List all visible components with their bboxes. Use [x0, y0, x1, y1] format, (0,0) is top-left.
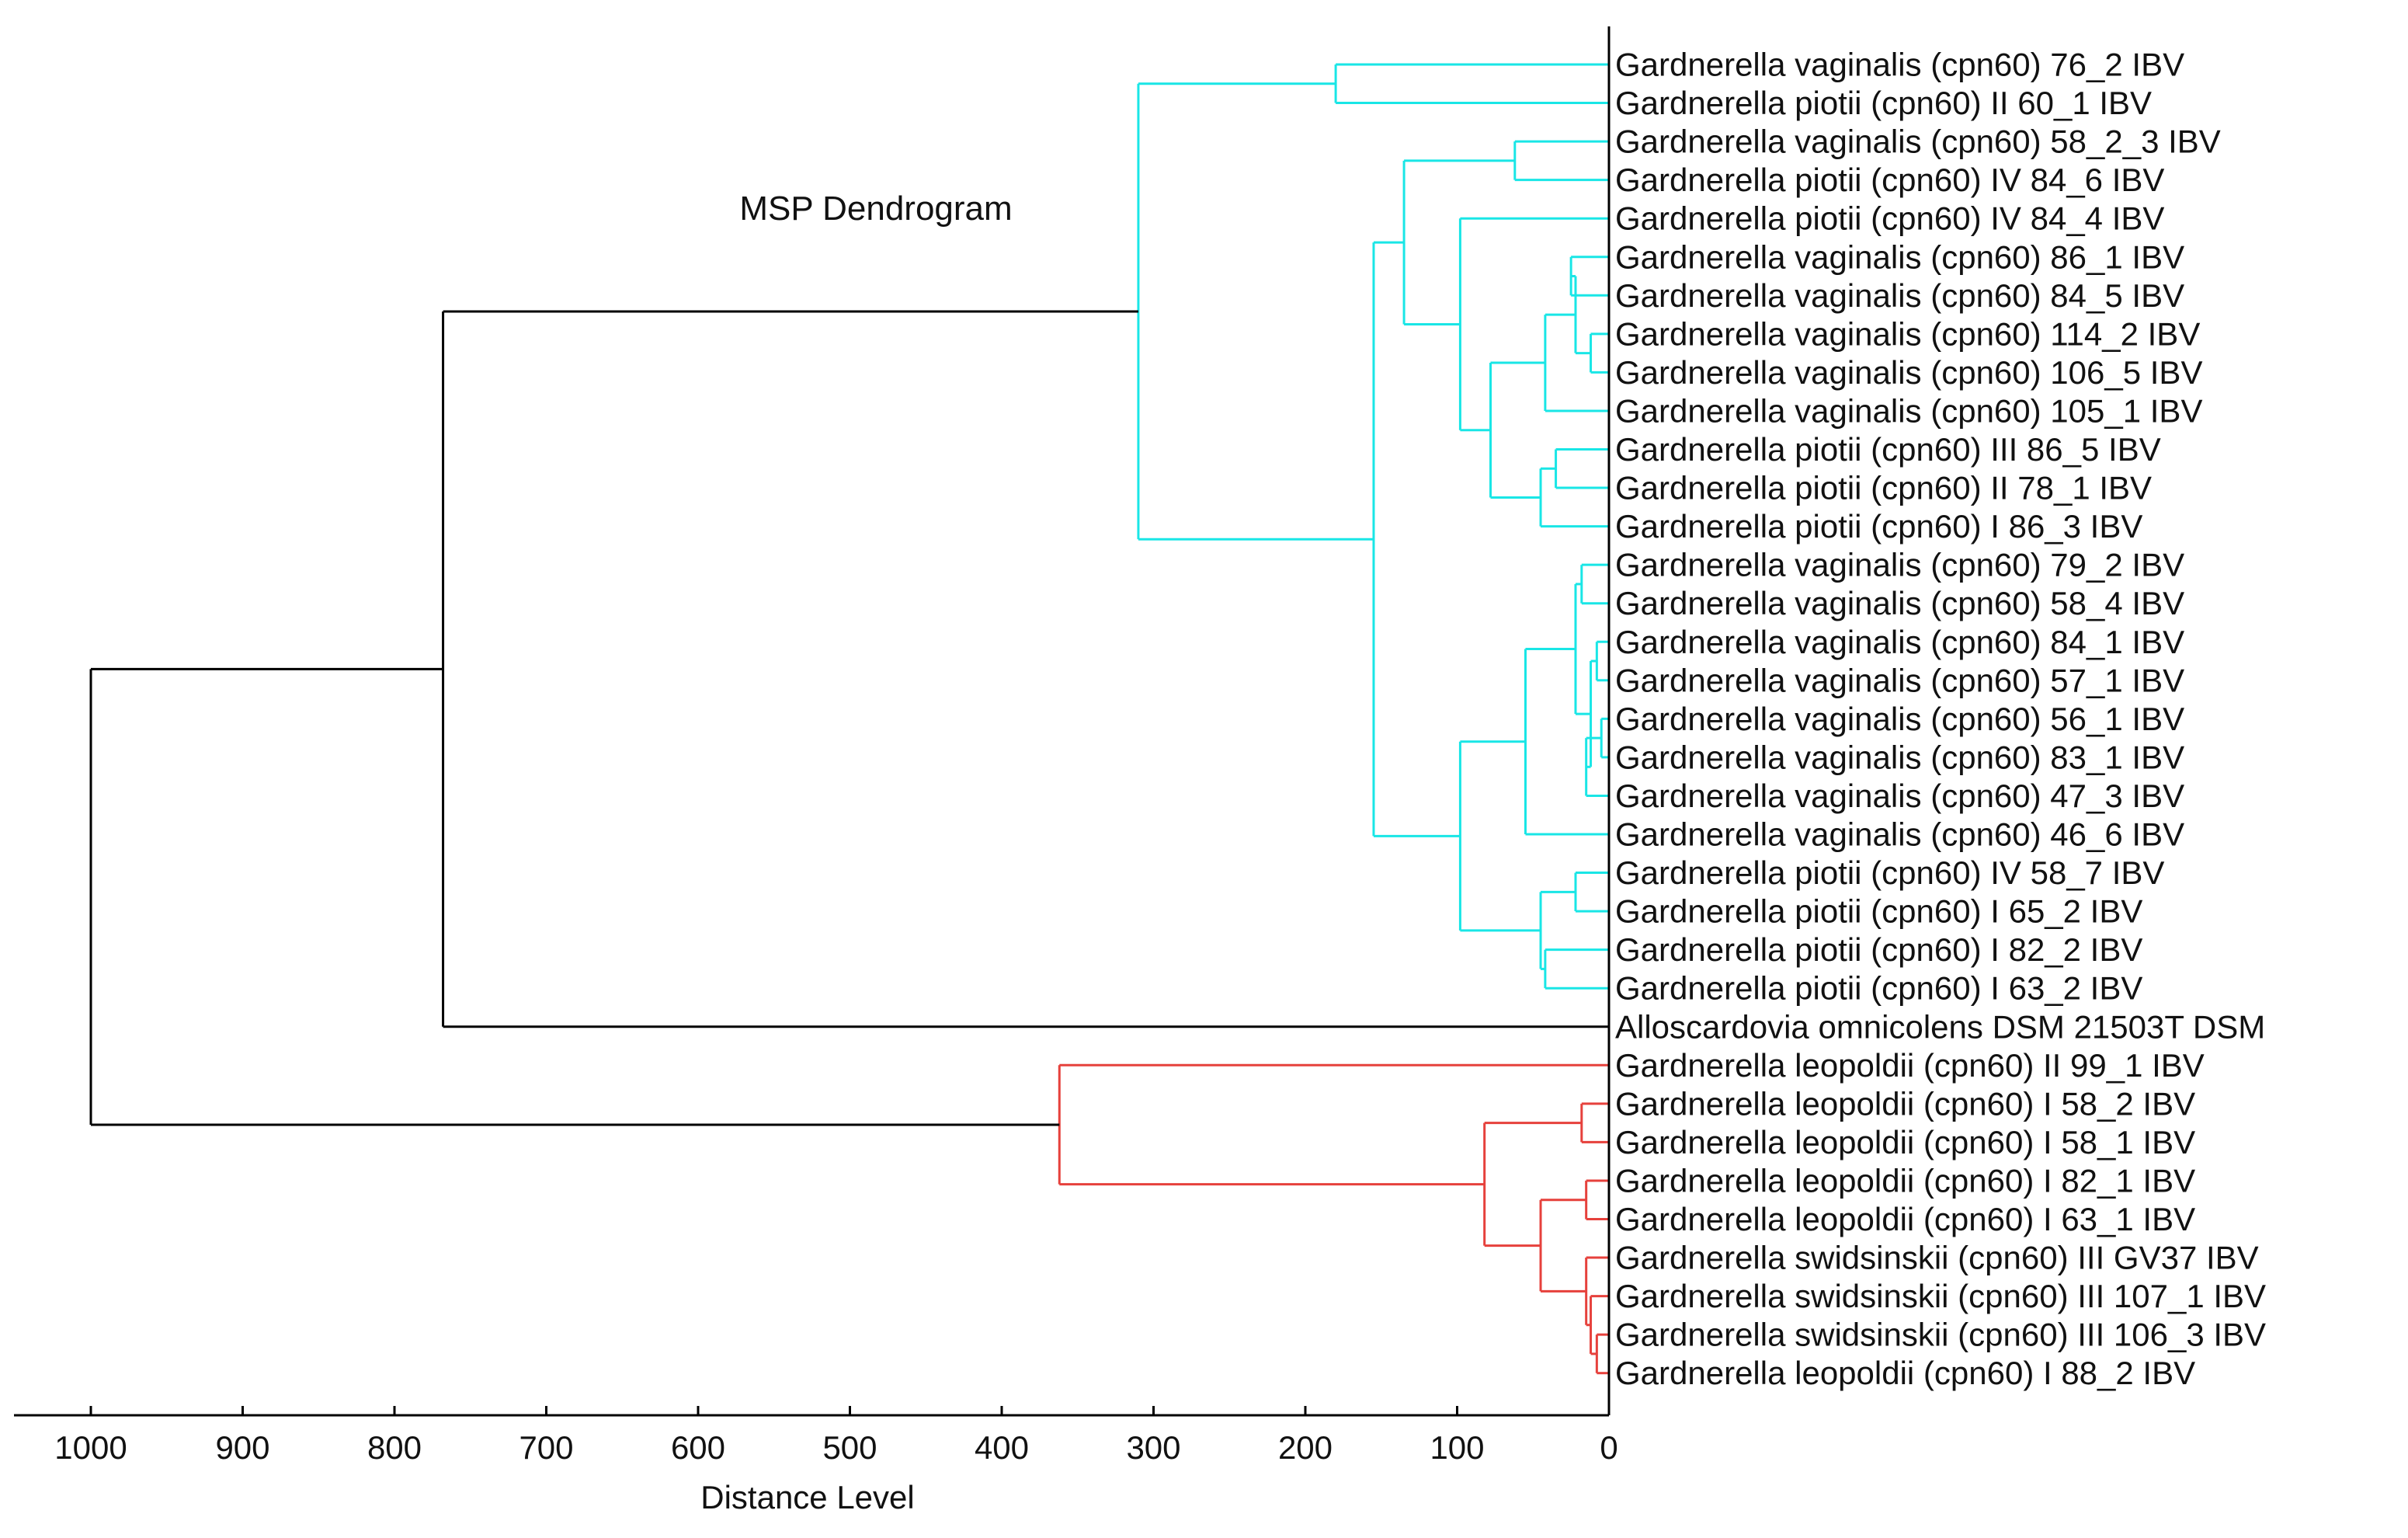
leaf-label: Gardnerella swidsinskii (cpn60) III 106_… [1615, 1317, 2266, 1353]
leaf-label: Gardnerella vaginalis (cpn60) 83_1 IBV [1615, 739, 2184, 775]
x-tick-label: 500 [822, 1429, 877, 1466]
leaf-label: Alloscardovia omnicolens DSM 21503T DSM [1615, 1008, 2265, 1045]
leaf-label: Gardnerella piotii (cpn60) IV 84_6 IBV [1615, 162, 2164, 198]
leaf-label: Gardnerella vaginalis (cpn60) 114_2 IBV [1615, 315, 2200, 352]
x-tick-label: 900 [215, 1429, 269, 1466]
leaf-label: Gardnerella vaginalis (cpn60) 86_1 IBV [1615, 238, 2184, 275]
chart-title: MSP Dendrogram [739, 190, 1012, 228]
leaf-label: Gardnerella vaginalis (cpn60) 76_2 IBV [1615, 47, 2184, 83]
dendrogram-links [89, 63, 1609, 1375]
leaf-label: Gardnerella vaginalis (cpn60) 106_5 IBV [1615, 354, 2202, 391]
leaf-label: Gardnerella leopoldii (cpn60) I 58_1 IBV [1615, 1124, 2195, 1160]
x-tick-label: 800 [367, 1429, 422, 1466]
leaf-labels: Gardnerella vaginalis (cpn60) 76_2 IBVGa… [1615, 47, 2266, 1392]
x-tick-label: 100 [1430, 1429, 1484, 1466]
leaf-label: Gardnerella vaginalis (cpn60) 79_2 IBV [1615, 547, 2184, 583]
leaf-label: Gardnerella vaginalis (cpn60) 58_4 IBV [1615, 585, 2184, 621]
x-axis-title: Distance Level [700, 1479, 914, 1515]
leaf-label: Gardnerella piotii (cpn60) II 60_1 IBV [1615, 85, 2152, 121]
leaf-label: Gardnerella piotii (cpn60) I 82_2 IBV [1615, 931, 2142, 968]
leaf-label: Gardnerella leopoldii (cpn60) I 88_2 IBV [1615, 1355, 2195, 1391]
leaf-label: Gardnerella piotii (cpn60) I 63_2 IBV [1615, 970, 2142, 1007]
x-tick-label: 600 [671, 1429, 725, 1466]
leaf-label: Gardnerella vaginalis (cpn60) 46_6 IBV [1615, 816, 2184, 853]
leaf-label: Gardnerella swidsinskii (cpn60) III 107_… [1615, 1278, 2266, 1314]
leaf-label: Gardnerella piotii (cpn60) IV 58_7 IBV [1615, 854, 2164, 891]
leaf-label: Gardnerella piotii (cpn60) I 65_2 IBV [1615, 893, 2142, 930]
leaf-label: Gardnerella leopoldii (cpn60) II 99_1 IB… [1615, 1047, 2205, 1084]
x-axis-ticks: 1000 900 800 700 600 500 400 300 200 100 0 [54, 1406, 1618, 1466]
x-tick-label: 1000 [54, 1429, 127, 1466]
leaf-label: Gardnerella vaginalis (cpn60) 56_1 IBV [1615, 701, 2184, 737]
leaf-label: Gardnerella piotii (cpn60) II 78_1 IBV [1615, 470, 2152, 506]
leaf-label: Gardnerella swidsinskii (cpn60) III GV37… [1615, 1240, 2259, 1276]
x-tick-label: 200 [1278, 1429, 1333, 1466]
leaf-label: Gardnerella vaginalis (cpn60) 58_2_3 IBV [1615, 124, 2221, 160]
leaf-label: Gardnerella vaginalis (cpn60) 47_3 IBV [1615, 778, 2184, 814]
leaf-label: Gardnerella vaginalis (cpn60) 105_1 IBV [1615, 392, 2202, 429]
leaf-label: Gardnerella leopoldii (cpn60) I 63_1 IBV [1615, 1201, 2195, 1237]
leaf-label: Gardnerella piotii (cpn60) I 86_3 IBV [1615, 508, 2142, 545]
x-tick-label: 0 [1600, 1429, 1617, 1466]
leaf-label: Gardnerella piotii (cpn60) IV 84_4 IBV [1615, 200, 2164, 237]
x-tick-label: 300 [1126, 1429, 1180, 1466]
x-tick-label: 700 [519, 1429, 573, 1466]
leaf-label: Gardnerella vaginalis (cpn60) 84_5 IBV [1615, 277, 2184, 314]
leaf-label: Gardnerella vaginalis (cpn60) 57_1 IBV [1615, 662, 2184, 698]
x-tick-label: 400 [975, 1429, 1029, 1466]
leaf-label: Gardnerella leopoldii (cpn60) I 82_1 IBV [1615, 1162, 2195, 1199]
leaf-label: Gardnerella piotii (cpn60) III 86_5 IBV [1615, 431, 2161, 468]
leaf-label: Gardnerella vaginalis (cpn60) 84_1 IBV [1615, 624, 2184, 660]
leaf-label: Gardnerella leopoldii (cpn60) I 58_2 IBV [1615, 1085, 2195, 1122]
